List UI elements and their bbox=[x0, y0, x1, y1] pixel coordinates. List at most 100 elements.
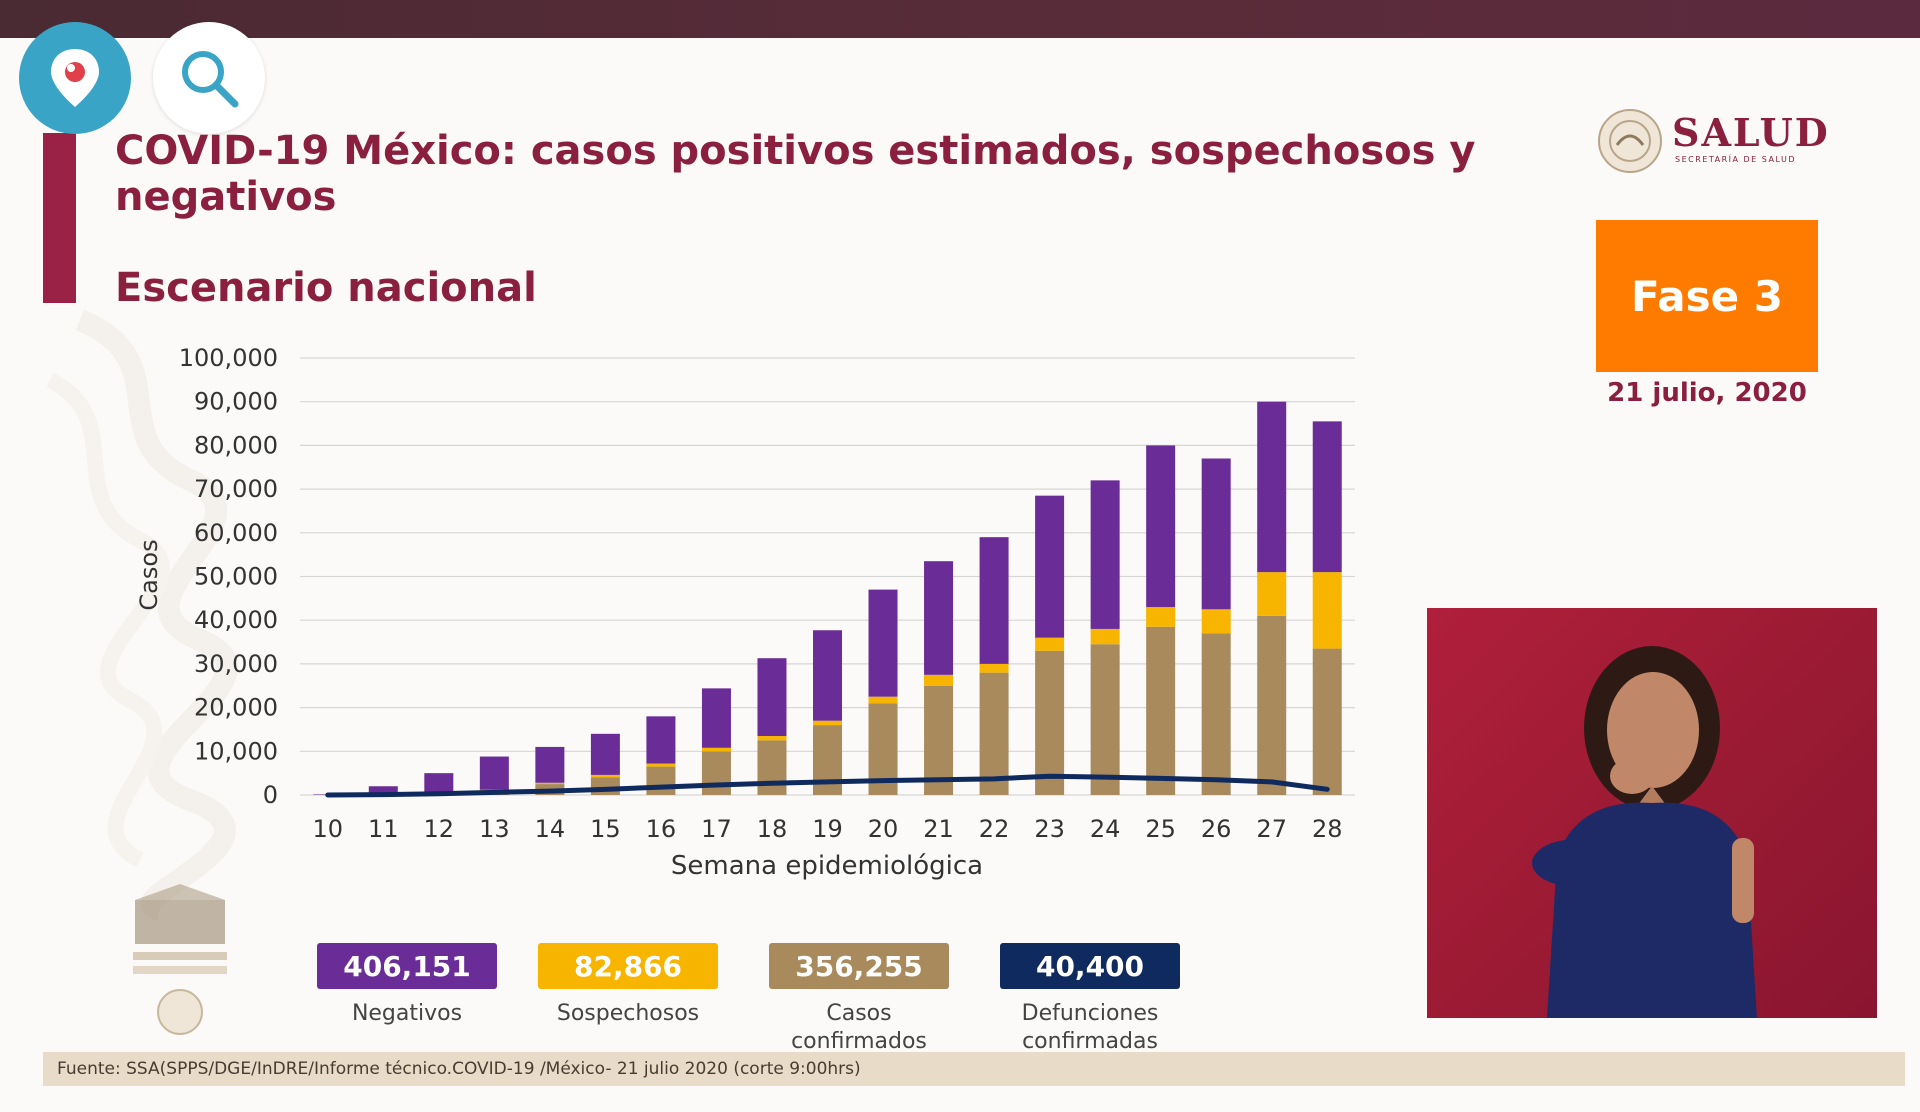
title-accent-bar bbox=[43, 133, 76, 303]
x-tick-label: 24 bbox=[1090, 815, 1121, 843]
total-sospechosos-badge: 82,866 bbox=[538, 943, 718, 989]
total-defunciones-badge: 40,400 bbox=[1000, 943, 1180, 989]
sign-language-interpreter-video bbox=[1427, 608, 1877, 1018]
bar-sospechosos-27 bbox=[1257, 572, 1287, 616]
bar-sospechosos-26 bbox=[1201, 609, 1231, 634]
y-tick-label: 40,000 bbox=[194, 606, 278, 634]
bar-negativos-23 bbox=[1035, 495, 1065, 638]
bar-sospechosos-21 bbox=[924, 674, 954, 686]
bar-confirmados-17 bbox=[701, 751, 731, 795]
bar-sospechosos-23 bbox=[1035, 637, 1065, 651]
bar-negativos-20 bbox=[868, 589, 898, 697]
bar-negativos-14 bbox=[535, 746, 565, 783]
bar-negativos-21 bbox=[924, 561, 954, 675]
salud-logo-text: SALUD bbox=[1672, 110, 1830, 155]
x-tick-label: 13 bbox=[479, 815, 510, 843]
x-tick-label: 20 bbox=[868, 815, 899, 843]
bar-confirmados-24 bbox=[1090, 644, 1120, 795]
bar-negativos-28 bbox=[1312, 421, 1342, 573]
bar-confirmados-15 bbox=[590, 777, 620, 795]
periscope-icon bbox=[51, 49, 99, 107]
bar-negativos-22 bbox=[979, 537, 1009, 664]
total-confirmados-badge: 356,255 bbox=[769, 943, 949, 989]
y-tick-label: 50,000 bbox=[194, 563, 278, 591]
chart-gridlines bbox=[300, 357, 1355, 796]
y-tick-label: 80,000 bbox=[194, 431, 278, 459]
x-tick-label: 19 bbox=[812, 815, 843, 843]
bar-sospechosos-20 bbox=[868, 696, 898, 704]
bar-sospechosos-19 bbox=[813, 720, 842, 726]
bar-negativos-11 bbox=[368, 786, 398, 794]
periscope-button[interactable] bbox=[19, 22, 131, 134]
search-button[interactable] bbox=[153, 22, 265, 134]
bar-negativos-24 bbox=[1090, 480, 1120, 629]
bar-negativos-18 bbox=[757, 658, 787, 737]
x-tick-label: 22 bbox=[979, 815, 1010, 843]
x-tick-label: 11 bbox=[368, 815, 399, 843]
bar-sospechosos-22 bbox=[979, 663, 1009, 673]
y-tick-label: 10,000 bbox=[194, 737, 278, 765]
x-tick-label: 23 bbox=[1034, 815, 1065, 843]
bar-confirmados-18 bbox=[757, 740, 787, 795]
bar-negativos-12 bbox=[424, 773, 454, 792]
salud-emblem-icon bbox=[1598, 109, 1662, 173]
y-tick-label: 90,000 bbox=[194, 388, 278, 416]
bar-negativos-15 bbox=[590, 733, 620, 775]
government-emblem-icon bbox=[133, 884, 227, 1035]
x-tick-label: 21 bbox=[923, 815, 954, 843]
bar-confirmados-26 bbox=[1201, 633, 1231, 795]
total-negativos-badge: 406,151 bbox=[317, 943, 497, 989]
chart-bars bbox=[313, 401, 1342, 795]
phase-date: 21 julio, 2020 bbox=[1607, 378, 1807, 408]
x-tick-label: 18 bbox=[757, 815, 788, 843]
bar-negativos-13 bbox=[479, 756, 509, 790]
bar-negativos-27 bbox=[1257, 401, 1287, 573]
defunciones-line-layer bbox=[325, 773, 1330, 798]
bar-sospechosos-15 bbox=[590, 774, 620, 778]
bar-negativos-19 bbox=[813, 630, 842, 721]
x-tick-label: 26 bbox=[1201, 815, 1232, 843]
search-icon bbox=[182, 51, 239, 108]
bar-confirmados-27 bbox=[1257, 615, 1287, 795]
bar-negativos-16 bbox=[646, 716, 676, 764]
x-tick-label: 10 bbox=[312, 815, 343, 843]
bar-confirmados-28 bbox=[1312, 648, 1342, 795]
y-tick-label: 70,000 bbox=[194, 475, 278, 503]
x-tick-label: 17 bbox=[701, 815, 732, 843]
phase-label: Fase 3 bbox=[1631, 271, 1783, 321]
x-tick-label: 12 bbox=[424, 815, 455, 843]
x-tick-label: 15 bbox=[590, 815, 621, 843]
total-defunciones-label: Defunciones confirmadas bbox=[1021, 1001, 1159, 1054]
bar-confirmados-16 bbox=[646, 766, 676, 795]
bar-sospechosos-18 bbox=[757, 736, 787, 741]
y-tick-label: 100,000 bbox=[179, 344, 278, 372]
x-tick-label: 25 bbox=[1145, 815, 1176, 843]
x-tick-label: 27 bbox=[1256, 815, 1287, 843]
page-title: COVID-19 México: casos positivos estimad… bbox=[115, 128, 1476, 220]
bar-sospechosos-28 bbox=[1312, 572, 1342, 649]
x-axis-ticks: 10 11 12 13 14 15 16 17 18 19 20 21 22 23 24 25 26 27 28 bbox=[312, 815, 1342, 843]
total-negativos-label: Negativos bbox=[351, 1001, 463, 1026]
y-tick-label: 20,000 bbox=[194, 694, 278, 722]
page-subtitle: Escenario nacional bbox=[115, 265, 537, 311]
y-tick-label: 0 bbox=[263, 781, 278, 809]
y-tick-label: 60,000 bbox=[194, 519, 278, 547]
phase-badge: Fase 3 bbox=[1596, 220, 1818, 372]
y-axis-ticks: 0 10,000 20,000 30,000 40,000 50,000 60,000 70,… bbox=[179, 344, 278, 809]
bar-confirmados-23 bbox=[1035, 650, 1065, 795]
bar-negativos-17 bbox=[701, 688, 731, 748]
bar-confirmados-25 bbox=[1146, 626, 1176, 795]
bar-negativos-25 bbox=[1146, 445, 1176, 608]
y-axis-label: Casos bbox=[135, 539, 163, 610]
x-axis-label: Semana epidemiológica bbox=[671, 851, 983, 881]
bar-confirmados-21 bbox=[924, 685, 954, 795]
bar-sospechosos-24 bbox=[1090, 628, 1120, 645]
total-confirmados-label: Casos confirmados bbox=[791, 1001, 927, 1054]
source-text: Fuente: SSA(SPPS/DGE/InDRE/Informe técni… bbox=[57, 1059, 861, 1079]
bar-confirmados-22 bbox=[979, 672, 1009, 795]
interpreter-figure bbox=[1532, 646, 1757, 1018]
bar-sospechosos-16 bbox=[646, 763, 676, 767]
source-footer: Fuente: SSA(SPPS/DGE/InDRE/Informe técni… bbox=[43, 1052, 1905, 1086]
x-tick-label: 14 bbox=[535, 815, 566, 843]
stacked-bar-chart: 0 10,000 20,000 30,000 40,000 50,000 60,000 70,… bbox=[135, 344, 1355, 881]
